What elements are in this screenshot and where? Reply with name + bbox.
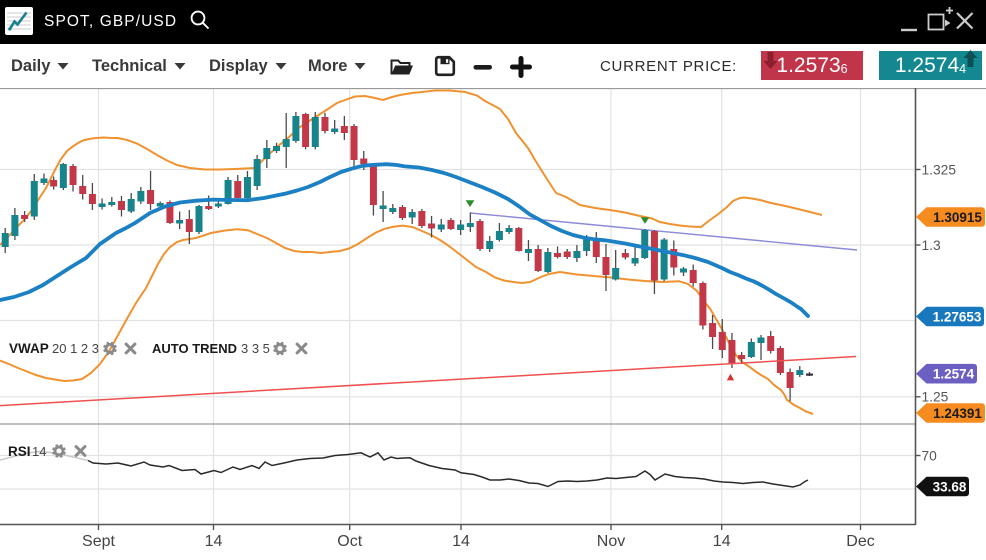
svg-text:1.2574: 1.2574 xyxy=(933,367,975,382)
svg-text:14: 14 xyxy=(32,444,46,459)
svg-text:1.3: 1.3 xyxy=(922,238,942,253)
svg-text:Nov: Nov xyxy=(597,533,625,550)
svg-text:AUTO TREND: AUTO TREND xyxy=(152,341,237,356)
svg-text:1.24391: 1.24391 xyxy=(933,406,982,421)
svg-text:VWAP: VWAP xyxy=(9,341,49,356)
svg-text:Oct: Oct xyxy=(337,533,362,550)
svg-text:33.68: 33.68 xyxy=(933,479,967,494)
svg-text:70: 70 xyxy=(922,448,938,463)
svg-text:Dec: Dec xyxy=(846,533,874,550)
svg-text:1.25: 1.25 xyxy=(922,390,949,405)
svg-text:20 1 2 3: 20 1 2 3 xyxy=(52,341,99,356)
svg-text:3 3 5: 3 3 5 xyxy=(241,341,270,356)
svg-text:RSI: RSI xyxy=(8,444,31,459)
svg-text:14: 14 xyxy=(713,533,731,550)
svg-text:1.27653: 1.27653 xyxy=(933,309,982,324)
svg-text:14: 14 xyxy=(452,533,470,550)
svg-text:14: 14 xyxy=(205,533,223,550)
svg-text:1.325: 1.325 xyxy=(922,162,957,177)
svg-text:Sept: Sept xyxy=(82,533,115,550)
svg-text:1.30915: 1.30915 xyxy=(933,210,982,225)
